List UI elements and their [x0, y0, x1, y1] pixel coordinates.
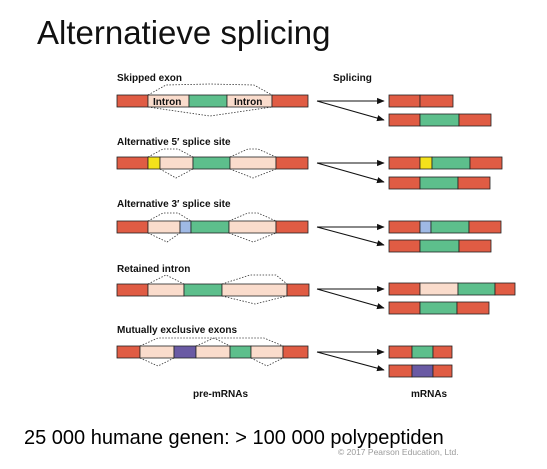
row-retained-intron: Retained intron: [116, 264, 516, 315]
row-label: Alternative 3′ splice site: [117, 199, 231, 210]
pre-mrna-header: pre-mRNAs: [193, 389, 248, 400]
mrna-product: [388, 239, 492, 253]
mrna-product: [388, 220, 502, 234]
mrna-product: [388, 345, 453, 359]
row-skipped-exon: Skipped exon Intron Intron: [116, 73, 492, 127]
row-label: Mutually exclusive exons: [117, 325, 237, 336]
mrna-product: [388, 301, 490, 315]
intron-label: Intron: [153, 97, 181, 108]
footer-caption: 25 000 humane genen: > 100 000 polypepti…: [24, 427, 444, 449]
slide-title: Alternatieve splicing: [37, 14, 331, 51]
mrna-product: [388, 176, 491, 190]
row-alternative-3-splice-site: Alternative 3′ splice site: [116, 199, 502, 253]
row-label: Retained intron: [117, 264, 190, 275]
pre-mrna-bar: [116, 94, 309, 108]
splicing-header: Splicing: [333, 73, 372, 84]
mrna-product: [388, 94, 454, 108]
intron-label: Intron: [234, 97, 262, 108]
row-label: Skipped exon: [117, 73, 182, 84]
mrna-header: mRNAs: [411, 389, 448, 400]
pre-mrna-bar: [116, 220, 309, 234]
row-alternative-5-splice-site: Alternative 5′ splice site: [116, 137, 503, 190]
row-label: Alternative 5′ splice site: [117, 137, 231, 148]
row-mutually-exclusive-exons: Mutually exclusive exons: [116, 325, 453, 378]
mrna-product: [388, 282, 516, 296]
mrna-product: [388, 113, 492, 127]
pre-mrna-bar: [116, 345, 309, 359]
copyright-notice: © 2017 Pearson Education, Ltd.: [338, 447, 459, 457]
mrna-product: [388, 156, 503, 170]
pre-mrna-bar: [116, 156, 309, 170]
mrna-product: [388, 364, 453, 378]
pre-mrna-bar: [116, 283, 310, 297]
